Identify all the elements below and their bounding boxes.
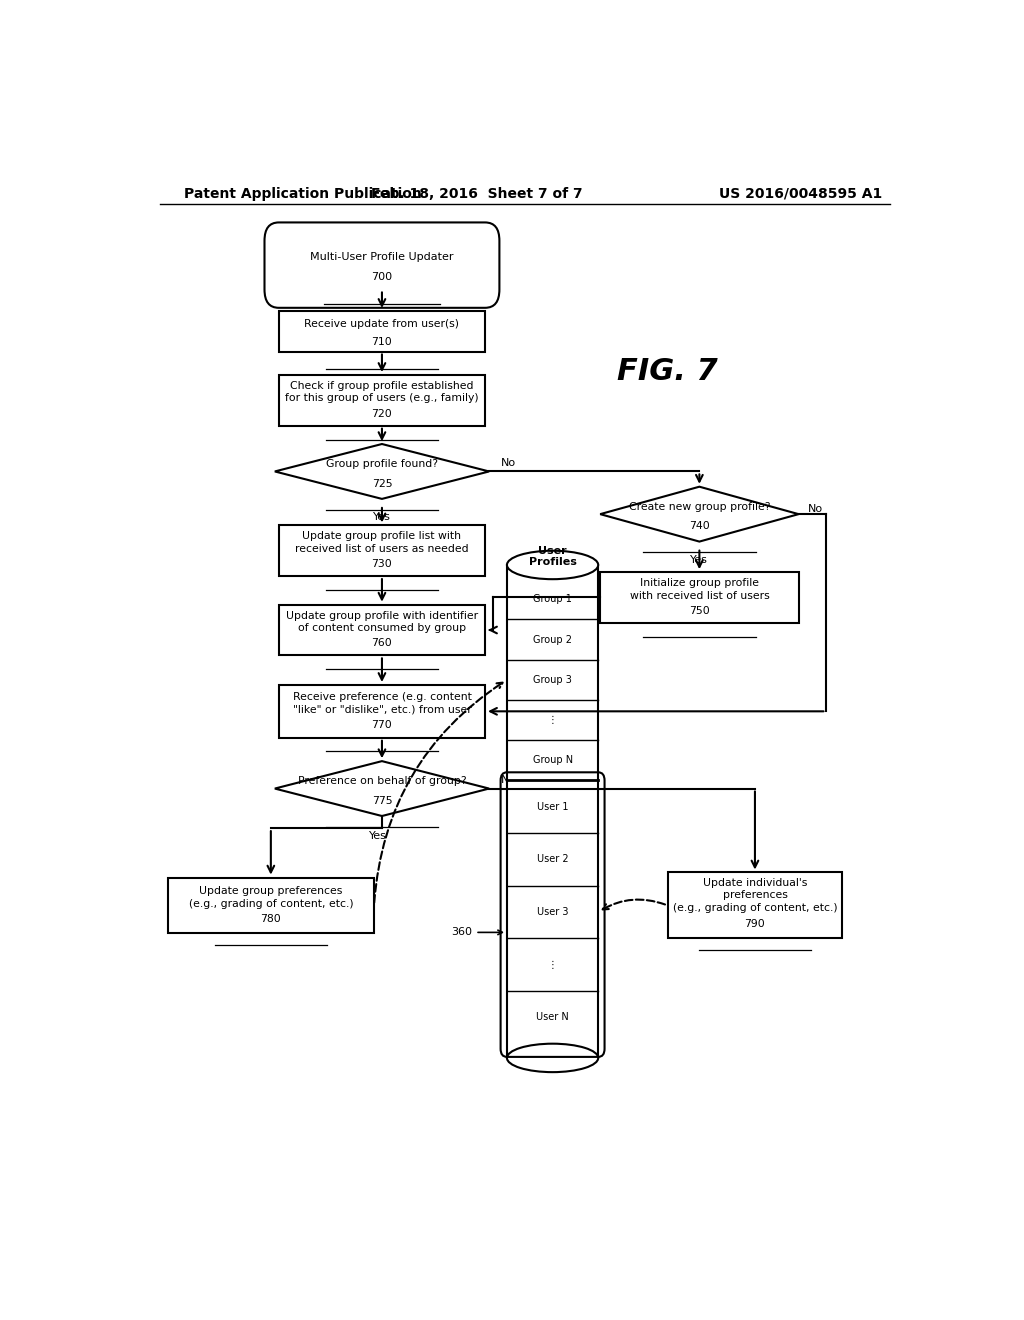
Text: Patent Application Publication: Patent Application Publication (183, 187, 421, 201)
Text: 760: 760 (372, 639, 392, 648)
Bar (668, 873, 842, 939)
Text: Group 3: Group 3 (534, 675, 572, 685)
Text: Preference on behalf of group?: Preference on behalf of group? (298, 776, 466, 787)
Text: 790: 790 (744, 919, 765, 929)
Bar (507, 565, 598, 1057)
Text: No: No (501, 775, 516, 785)
Polygon shape (274, 762, 489, 816)
Bar (279, 312, 485, 351)
Text: Create new group profile?: Create new group profile? (629, 502, 770, 512)
Text: Yes: Yes (369, 832, 387, 841)
Text: 700: 700 (372, 272, 392, 282)
Bar (600, 572, 799, 623)
Bar (168, 878, 374, 933)
Text: 780: 780 (260, 913, 282, 924)
Text: Group profile found?: Group profile found? (326, 459, 438, 470)
Text: 720: 720 (372, 408, 392, 418)
Text: FIG. 7: FIG. 7 (617, 358, 718, 387)
Text: ⋮: ⋮ (548, 715, 557, 725)
Text: 710: 710 (372, 338, 392, 347)
Text: 740: 740 (689, 521, 710, 532)
Text: Receive preference (e.g. content
"like" or "dislike", etc.) from user: Receive preference (e.g. content "like" … (293, 692, 471, 714)
Text: Check if group profile established
for this group of users (e.g., family): Check if group profile established for t… (285, 381, 479, 404)
Text: No: No (808, 504, 823, 513)
Text: Update group profile list with
received list of users as needed: Update group profile list with received … (295, 532, 469, 554)
Text: User 2: User 2 (537, 854, 568, 865)
Text: Yes: Yes (690, 554, 709, 565)
Text: Group 1: Group 1 (534, 594, 572, 605)
Bar (279, 605, 485, 656)
Text: 770: 770 (372, 719, 392, 730)
Text: Group N: Group N (532, 755, 572, 766)
Text: 730: 730 (372, 558, 392, 569)
Text: User N: User N (537, 1012, 569, 1023)
Text: Receive update from user(s): Receive update from user(s) (304, 319, 460, 329)
Polygon shape (274, 444, 489, 499)
Text: US 2016/0048595 A1: US 2016/0048595 A1 (719, 187, 882, 201)
Text: Multi-User Profile Updater: Multi-User Profile Updater (310, 252, 454, 261)
Text: ⋮: ⋮ (548, 960, 557, 970)
Text: Group 2: Group 2 (534, 635, 572, 644)
Ellipse shape (507, 1044, 598, 1072)
Text: 750: 750 (689, 606, 710, 615)
Text: Update group profile with identifier
of content consumed by group: Update group profile with identifier of … (286, 611, 478, 634)
Text: User 1: User 1 (537, 801, 568, 812)
Text: Feb. 18, 2016  Sheet 7 of 7: Feb. 18, 2016 Sheet 7 of 7 (372, 187, 583, 201)
Text: User 3: User 3 (537, 907, 568, 917)
Text: 775: 775 (372, 796, 392, 805)
Text: 725: 725 (372, 479, 392, 488)
Text: No: No (501, 458, 516, 469)
Ellipse shape (507, 550, 598, 579)
Polygon shape (600, 487, 799, 541)
Bar (279, 685, 485, 738)
FancyBboxPatch shape (264, 223, 500, 308)
Text: Yes: Yes (373, 512, 391, 523)
Text: Initialize group profile
with received list of users: Initialize group profile with received l… (630, 578, 769, 601)
Text: Update group preferences
(e.g., grading of content, etc.): Update group preferences (e.g., grading … (188, 886, 353, 908)
Text: Profiles: Profiles (528, 557, 577, 566)
Bar (279, 525, 485, 576)
Text: 360: 360 (452, 928, 503, 937)
Text: Update individual's
preferences
(e.g., grading of content, etc.): Update individual's preferences (e.g., g… (673, 878, 838, 912)
Bar (279, 375, 485, 426)
Text: User: User (539, 545, 567, 556)
